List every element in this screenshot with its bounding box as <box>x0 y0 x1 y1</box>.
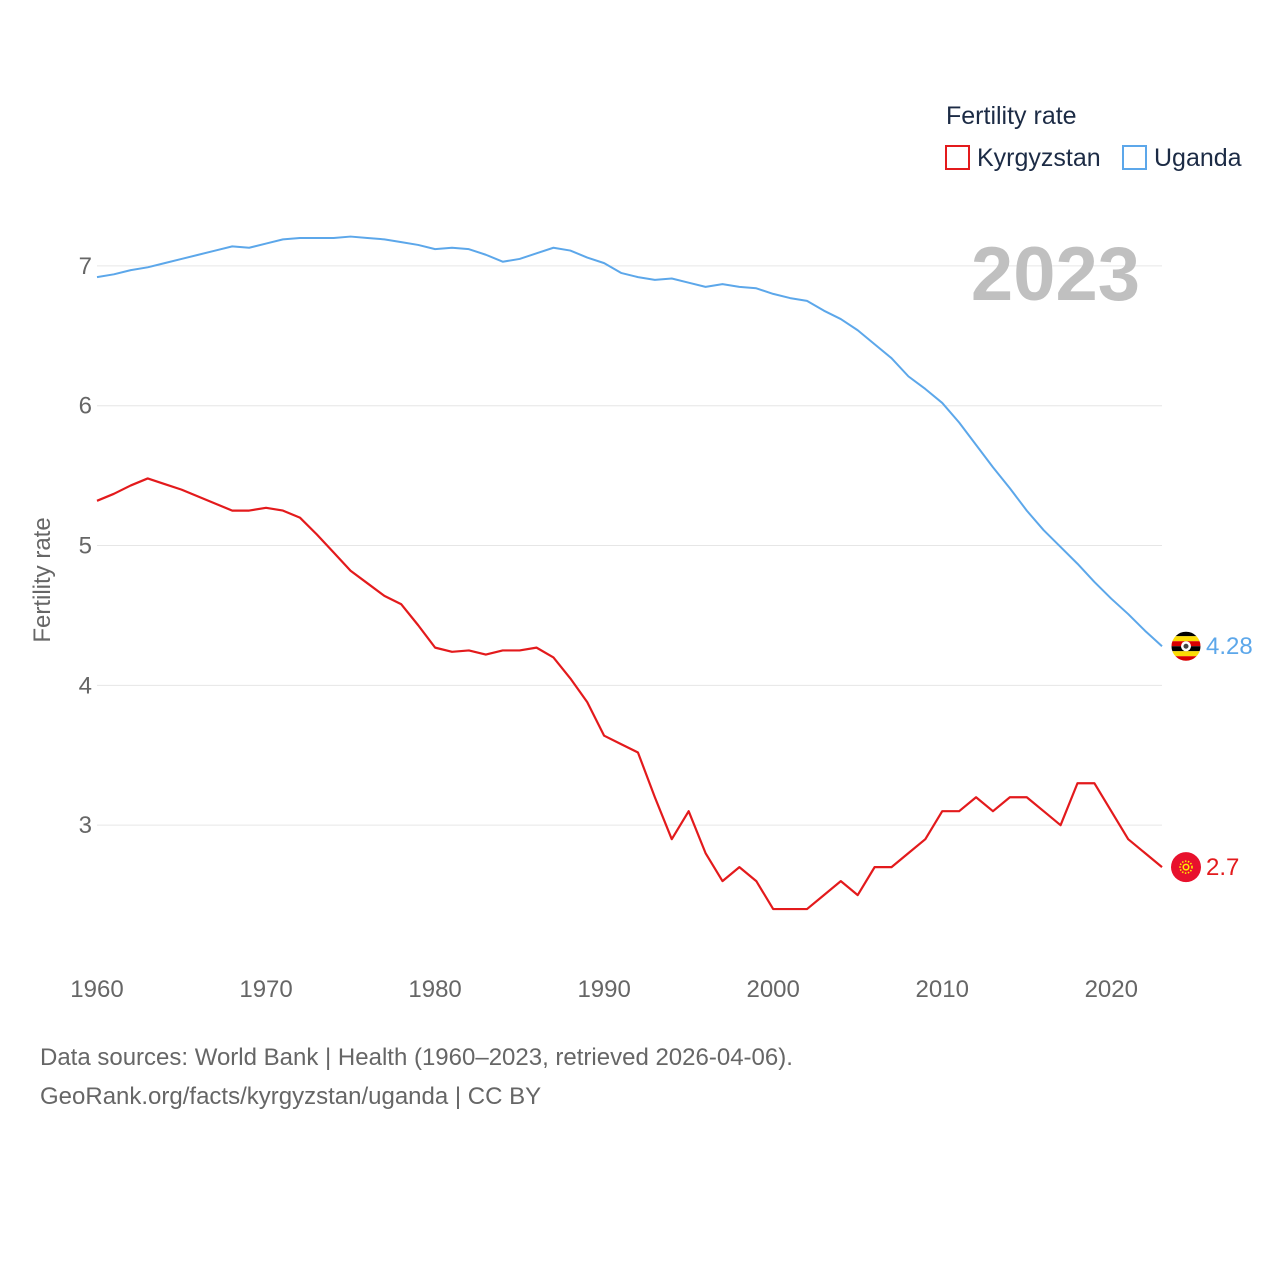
gridlines <box>97 265 1162 826</box>
y-tick-label: 6 <box>79 393 92 420</box>
x-tick-label: 2010 <box>916 976 969 1003</box>
fertility-rate-chart: 3 4 5 6 7 1960 1970 1980 1990 2000 2010 2020 Ferti… <box>29 102 1253 1003</box>
y-tick-label: 4 <box>79 672 92 699</box>
y-axis-label: Fertility rate <box>29 517 56 642</box>
series-line-uganda[interactable] <box>96 235 1163 647</box>
legend-swatch-uganda <box>1122 145 1147 170</box>
x-tick-label: 1990 <box>577 976 630 1003</box>
end-value-uganda: 4.28 <box>1206 633 1253 660</box>
kyrgyzstan-flag-icon <box>1171 852 1201 883</box>
series-lines <box>96 235 1163 911</box>
x-tick-label: 1980 <box>408 976 461 1003</box>
footer-link[interactable]: GeoRank.org/facts/kyrgyzstan/uganda | CC… <box>40 1083 542 1110</box>
y-axis-ticks: 3 4 5 6 7 <box>79 253 92 839</box>
legend-label-kyrgyzstan: Kyrgyzstan <box>977 144 1101 172</box>
year-overlay: 2023 <box>971 232 1140 317</box>
y-tick-label: 3 <box>79 812 92 839</box>
legend: Fertility rate Kyrgyzstan Uganda <box>945 102 1242 172</box>
legend-label-uganda: Uganda <box>1154 144 1242 172</box>
y-tick-label: 5 <box>79 533 92 560</box>
x-axis-ticks: 1960 1970 1980 1990 2000 2010 2020 <box>70 976 1138 1003</box>
x-tick-label: 2000 <box>746 976 799 1003</box>
series-line-kyrgyzstan[interactable] <box>96 477 1163 911</box>
y-tick-label: 7 <box>79 253 92 280</box>
x-tick-label: 1960 <box>70 976 123 1003</box>
end-value-kyrgyzstan: 2.7 <box>1206 854 1239 881</box>
legend-item-uganda[interactable]: Uganda <box>1122 144 1242 172</box>
legend-title: Fertility rate <box>946 102 1077 130</box>
footer-sources: Data sources: World Bank | Health (1960–… <box>40 1044 793 1071</box>
x-tick-label: 2020 <box>1085 976 1138 1003</box>
legend-item-kyrgyzstan[interactable]: Kyrgyzstan <box>945 144 1101 172</box>
uganda-flag-icon <box>1170 630 1202 662</box>
x-tick-label: 1970 <box>239 976 292 1003</box>
legend-swatch-kyrgyzstan <box>945 145 970 170</box>
